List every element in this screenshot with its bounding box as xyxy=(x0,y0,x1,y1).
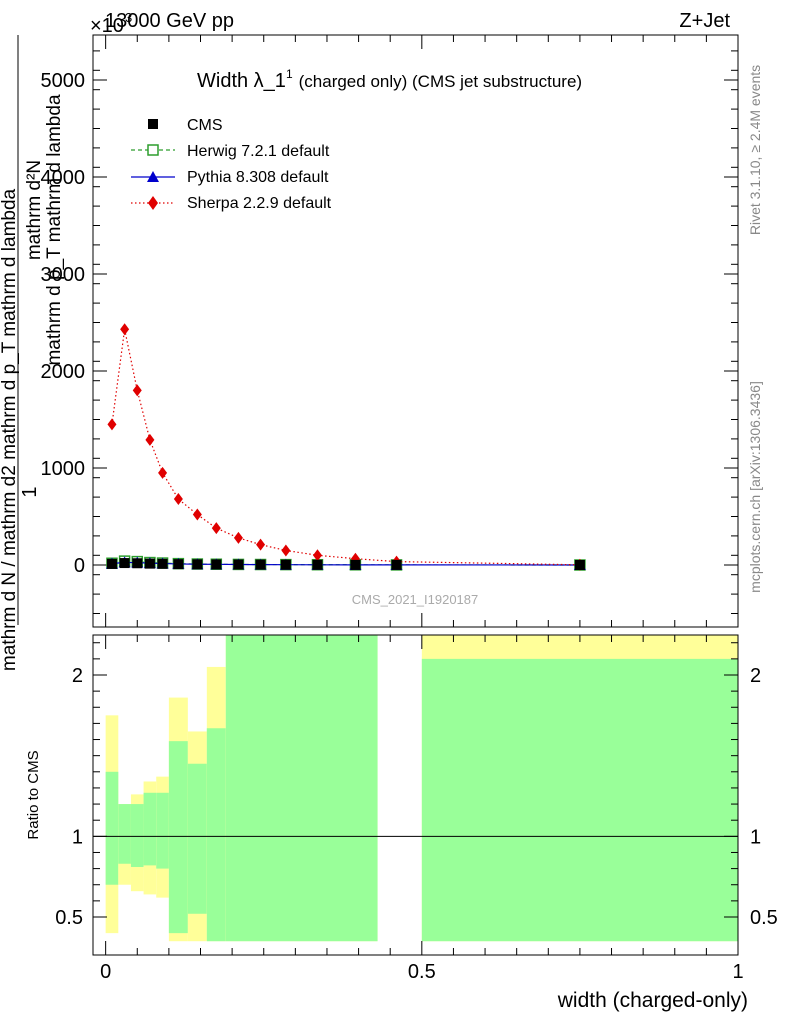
sherpa-point xyxy=(256,538,266,551)
sherpa-point xyxy=(211,522,221,535)
ratio-bands xyxy=(105,635,738,942)
cms-point xyxy=(132,558,143,569)
header-right: Z+Jet xyxy=(679,10,730,32)
exponent-label: ×10 xyxy=(90,15,124,37)
ratio-panel-frame xyxy=(92,634,739,956)
main-ytick-label: 1000 xyxy=(41,458,86,480)
series-line-3 xyxy=(111,329,580,566)
main-panel xyxy=(92,34,739,628)
main-ytick-label: 3000 xyxy=(41,264,86,286)
cms-point xyxy=(106,558,117,569)
sherpa-point xyxy=(173,493,183,506)
main-ytick-label: 2000 xyxy=(41,361,86,383)
ratio-ytick-label-right: 1 xyxy=(750,826,761,848)
ratio-band-green xyxy=(187,763,207,914)
cms-point xyxy=(211,559,222,570)
cms-point xyxy=(255,559,266,570)
header-left: 13000 GeV pp xyxy=(105,10,234,32)
ratio-band-green xyxy=(225,635,378,942)
ratio-ytick-label: 1 xyxy=(72,826,83,848)
main-ytick-label: 5000 xyxy=(41,70,86,92)
cms-point xyxy=(233,559,244,570)
main-ytick-label: 0 xyxy=(74,555,85,577)
ratio-band-green xyxy=(130,804,144,867)
legend-label-sherpa: Sherpa 2.2.9 default xyxy=(187,195,332,212)
main-ylabel-numerator: mathrm d²N xyxy=(24,160,45,260)
ratio-ytick-label-right: 0.5 xyxy=(750,907,778,929)
main-ylabel-bottom: mathrm d N / mathrm d2 mathrm d p_T math… xyxy=(0,188,20,671)
main-ytick-label: 4000 xyxy=(41,167,86,189)
ratio-band-green xyxy=(206,728,226,942)
sherpa-point xyxy=(107,418,117,431)
chart-title: Width λ_11 (charged only) (CMS jet substr… xyxy=(197,67,582,92)
chart-title-suffix: (charged only) (CMS jet substructure) xyxy=(299,72,582,91)
cms-point xyxy=(312,559,323,570)
ratio-band-green xyxy=(105,771,119,885)
sherpa-point xyxy=(145,433,155,446)
main-axes: 0 1000 2000 3000 4000 5000 xyxy=(41,35,739,627)
main-ylabel: 1 mathrm d²N mathrm d p_T mathrm d lambd… xyxy=(0,35,65,671)
cms-point xyxy=(144,558,155,569)
ratio-ytick-label: 2 xyxy=(72,665,83,687)
sherpa-point xyxy=(192,508,202,521)
cms-point xyxy=(173,559,184,570)
cms-point xyxy=(157,558,168,569)
ratio-band-green xyxy=(143,792,157,866)
ratio-band-green xyxy=(421,658,738,942)
sherpa-point xyxy=(120,323,130,336)
main-ylabel-top: 1 xyxy=(19,486,41,497)
legend-marker-sherpa xyxy=(148,196,158,210)
cms-point xyxy=(192,559,203,570)
ratio-ytick-label-right: 2 xyxy=(750,665,761,687)
ratio-xtick-label: 1 xyxy=(732,961,743,983)
chart-title-sup: 1 xyxy=(286,67,293,81)
xlabel: width (charged-only) xyxy=(557,989,748,1012)
cms-point xyxy=(280,559,291,570)
ratio-ylabel: Ratio to CMS xyxy=(25,750,42,839)
cms-point xyxy=(391,559,402,570)
legend-label-herwig: Herwig 7.2.1 default xyxy=(187,143,330,160)
legend: CMS Herwig 7.2.1 default Pythia 8.308 de… xyxy=(131,117,332,212)
ratio-band-green xyxy=(168,741,188,934)
legend-marker-pythia xyxy=(147,171,159,182)
ratio-ytick-label: 0.5 xyxy=(55,907,83,929)
ratio-xtick-label: 0.5 xyxy=(408,961,436,983)
legend-marker-cms xyxy=(148,119,158,129)
mcplots-label: mcplots.cern.ch [arXiv:1306.3436] xyxy=(747,381,763,593)
cms-point xyxy=(119,558,130,569)
cms-point xyxy=(574,560,585,570)
analysis-watermark: CMS_2021_I1920187 xyxy=(352,592,479,607)
ratio-band-green xyxy=(118,804,131,864)
legend-label-cms: CMS xyxy=(187,117,223,134)
sherpa-point xyxy=(158,466,168,479)
ratio-axes: 0.5 0.5 1 1 2 2 0 0.5 1 xyxy=(55,635,778,983)
chart-title-main: Width λ_1 xyxy=(197,70,286,92)
sherpa-point xyxy=(312,549,322,562)
cms-point xyxy=(350,559,361,570)
series-layer xyxy=(105,323,586,571)
legend-marker-herwig xyxy=(147,144,159,156)
sherpa-point xyxy=(281,544,291,557)
ratio-xtick-label: 0 xyxy=(100,961,111,983)
legend-label-pythia: Pythia 8.308 default xyxy=(187,169,329,186)
rivet-label: Rivet 3.1.10, ≥ 2.4M events xyxy=(747,65,763,235)
exponent-power: 3 xyxy=(125,10,132,25)
sherpa-point xyxy=(132,384,142,397)
ratio-band-green xyxy=(156,792,169,869)
sherpa-point xyxy=(233,531,243,544)
main-ylabel-denominator: mathrm d p_T mathrm d lambda xyxy=(44,94,65,365)
